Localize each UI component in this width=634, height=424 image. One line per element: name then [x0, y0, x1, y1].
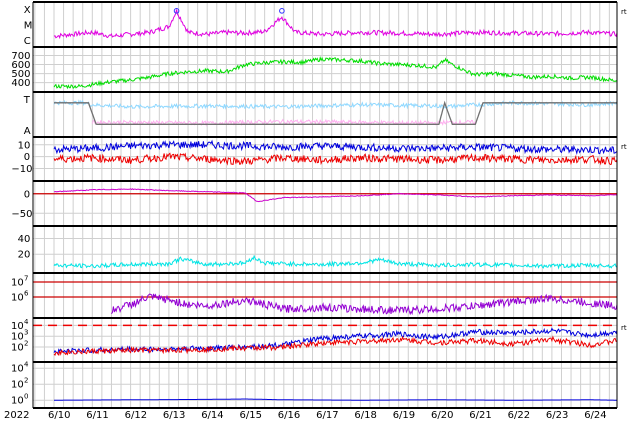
series-layer — [33, 8, 618, 401]
flare-marker — [173, 8, 180, 14]
y-tick-label: −50 — [11, 209, 32, 220]
x-tick-label: 6/19 — [393, 410, 415, 421]
y-tick-exponent: 2 — [24, 377, 28, 385]
y-tick-label: 10 — [11, 332, 24, 343]
y-tick-label: 500 — [11, 69, 30, 80]
y-tick-label: 700 — [11, 51, 30, 62]
y-tick-label: 10 — [11, 293, 24, 304]
y-tick-label: 10 — [11, 343, 24, 354]
x-tick-label: 6/12 — [125, 410, 147, 421]
series-line-bfield-1 — [53, 152, 618, 166]
y-tick-label: T — [23, 95, 31, 106]
y-tick-exponent: 4 — [24, 361, 29, 369]
y-tick-label: 10 — [11, 278, 24, 289]
x-tick-label: 6/17 — [316, 410, 338, 421]
series-line-flux-1 — [53, 335, 618, 356]
right-marker: rt — [621, 143, 627, 151]
y-tick-exponent: 0 — [24, 393, 28, 401]
y-tick-label: 0 — [24, 189, 30, 200]
y-tick-label: 10 — [11, 364, 24, 375]
axes: 6/10 6/11 6/12 6/13 6/14 6/15 6/16 6/17 6/18 6/19… — [11, 1, 627, 421]
y-tick-label: 0 — [24, 152, 30, 163]
x-tick-label: 6/10 — [48, 410, 70, 421]
y-tick-label: 10 — [11, 321, 24, 332]
x-tick-label: 6/11 — [86, 410, 108, 421]
y-tick-label: −10 — [11, 164, 32, 175]
y-tick-label: C — [24, 36, 31, 47]
y-tick-label: 10 — [18, 140, 31, 151]
x-tick-label: 6/21 — [469, 410, 491, 421]
x-tick-label: 6/13 — [163, 410, 185, 421]
y-tick-exponent: 6 — [24, 290, 29, 298]
x-tick-label: 6/20 — [431, 410, 453, 421]
series-line-ta-0 — [53, 99, 618, 110]
x-tick-label: 6/23 — [546, 410, 568, 421]
x-tick-label: 6/15 — [240, 410, 262, 421]
series-line-density-0 — [53, 254, 618, 270]
series-line-electron-0 — [54, 398, 617, 401]
x-tick-label: 6/22 — [508, 410, 530, 421]
right-marker: rt — [621, 8, 627, 16]
y-tick-label: A — [24, 126, 31, 137]
series-line-temp-0 — [111, 293, 618, 316]
x-tick-label: 6/16 — [278, 410, 300, 421]
x-tick-label: 6/24 — [584, 410, 606, 421]
y-tick-label: 10 — [11, 380, 24, 391]
y-tick-exponent: 2 — [24, 340, 28, 348]
x-tick-label: 6/14 — [201, 410, 223, 421]
y-tick-label: 40 — [18, 234, 31, 245]
year-label: 2022 — [4, 410, 29, 421]
y-tick-exponent: 4 — [24, 318, 29, 326]
y-tick-exponent: 3 — [24, 329, 28, 337]
y-tick-label: X — [24, 5, 31, 16]
right-marker: rt — [621, 324, 627, 332]
series-line-flux-0 — [53, 327, 618, 355]
series-line-ta-2 — [54, 100, 617, 125]
y-tick-label: 400 — [11, 78, 30, 89]
y-tick-label: 20 — [18, 250, 31, 261]
series-line-speed-0 — [53, 56, 618, 90]
y-tick-label: 600 — [11, 60, 30, 71]
flare-marker — [279, 8, 285, 14]
series-line-xmc-0 — [53, 9, 618, 40]
y-tick-label: 10 — [11, 396, 24, 407]
x-tick-label: 6/18 — [354, 410, 376, 421]
series-line-ta-1 — [91, 118, 476, 127]
series-line-phi-0 — [53, 188, 618, 203]
y-tick-label: M — [24, 21, 33, 32]
grid — [33, 2, 617, 408]
series-line-bfield-0 — [53, 139, 618, 155]
y-tick-exponent: 7 — [24, 275, 28, 283]
